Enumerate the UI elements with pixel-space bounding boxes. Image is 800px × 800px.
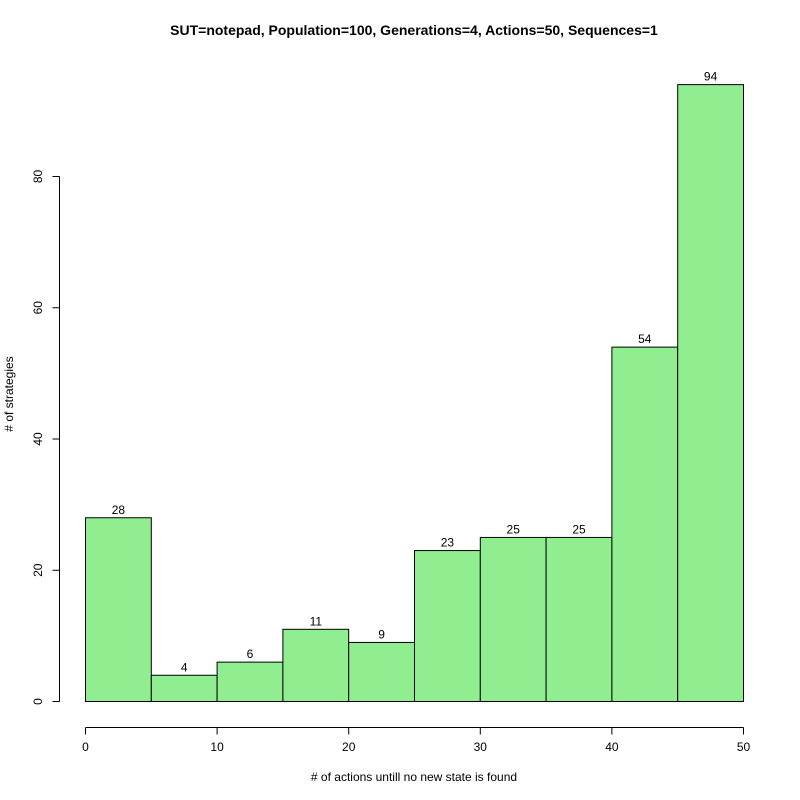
y-tick-label: 20	[31, 563, 45, 577]
data-label-0: 28	[112, 503, 126, 517]
chart-title: SUT=notepad, Population=100, Generations…	[170, 22, 658, 38]
bar-25-30	[414, 550, 481, 702]
y-axis-label: # of strategies	[2, 356, 16, 431]
x-tick-label: 20	[342, 740, 356, 754]
data-label-7: 25	[572, 522, 586, 536]
y-tick-label: 60	[31, 301, 45, 315]
bar-45-50	[677, 84, 745, 702]
y-tick-label: 80	[31, 170, 45, 184]
bars-group: 28 4 6 11 9 23 25 25 54 94	[85, 70, 745, 702]
y-axis: 0 20 40 60 80	[31, 170, 60, 705]
data-label-1: 4	[181, 660, 188, 674]
x-tick-label: 30	[474, 740, 488, 754]
bar-5-10	[150, 674, 218, 702]
bar-15-20	[282, 628, 350, 702]
bar-0-5	[85, 517, 152, 702]
x-tick-label: 50	[737, 740, 751, 754]
bar-30-35	[479, 536, 547, 702]
bar-35-40	[545, 536, 613, 702]
bar-10-15	[216, 661, 284, 702]
bar-20-25	[348, 641, 416, 702]
data-label-9: 94	[704, 70, 718, 84]
data-label-8: 54	[638, 332, 652, 346]
data-label-4: 9	[378, 627, 385, 641]
x-axis-label: # of actions untill no new state is foun…	[311, 770, 517, 784]
data-label-2: 6	[247, 647, 254, 661]
y-tick-label: 40	[31, 432, 45, 446]
y-tick-label: 0	[31, 698, 45, 705]
bar-40-45	[611, 346, 679, 702]
x-tick-label: 0	[82, 740, 89, 754]
x-tick-label: 40	[605, 740, 619, 754]
x-tick-label: 10	[210, 740, 224, 754]
data-label-3: 11	[310, 614, 323, 628]
x-axis: 0 10 20 30 40 50	[82, 727, 751, 754]
data-label-6: 25	[507, 522, 521, 536]
data-label-5: 23	[441, 536, 455, 550]
